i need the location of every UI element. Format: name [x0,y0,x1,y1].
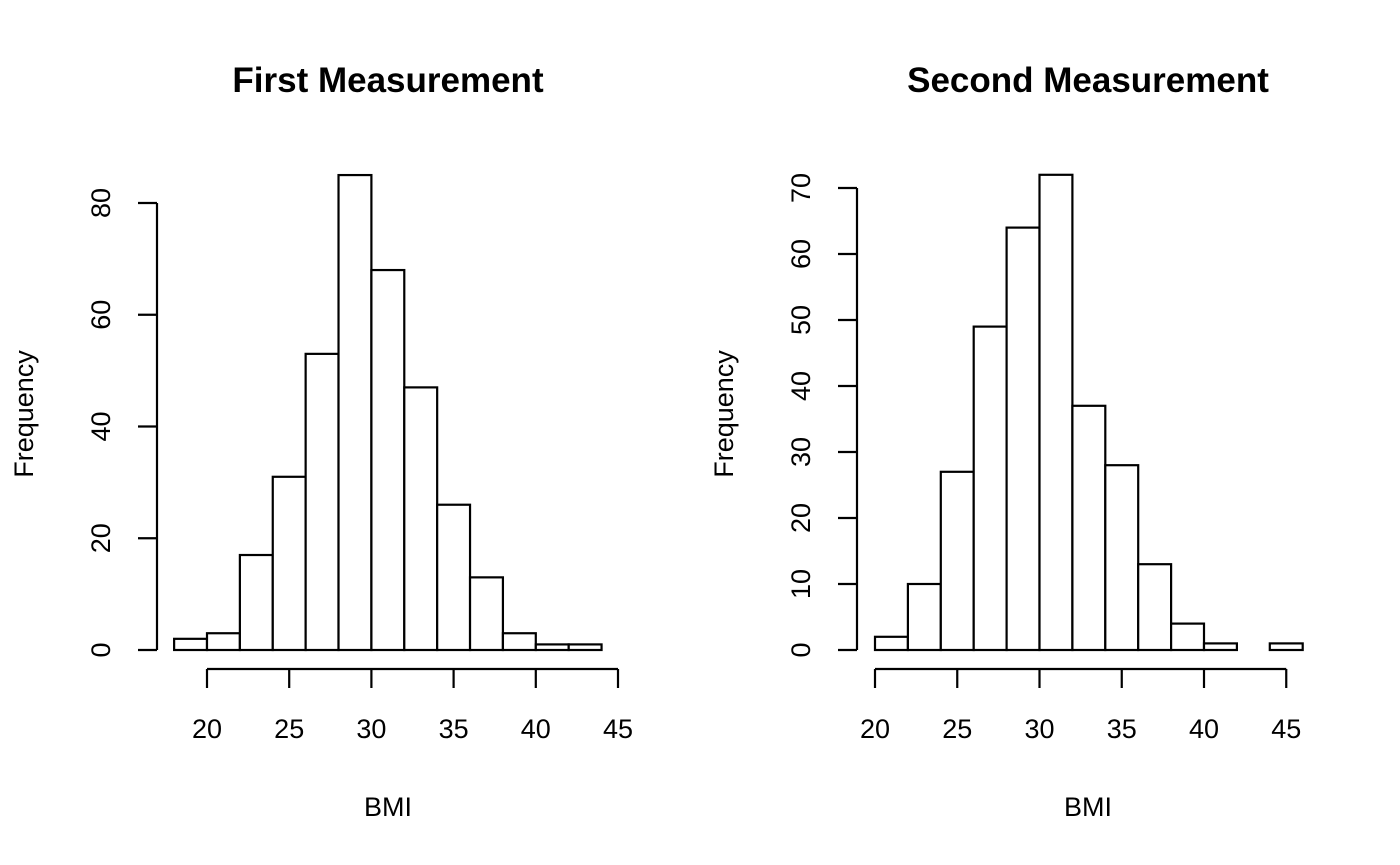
histogram-bar [501,632,537,652]
histogram-bar [972,325,1008,652]
histogram-bar [567,643,603,652]
x-axis: 20 25 30 35 40 45 [192,667,633,744]
x-axis: 20 25 30 35 40 45 [860,667,1301,744]
chart-title: Second Measurement [907,61,1269,100]
y-tick-label: 60 [86,300,116,330]
histogram-bar [1169,622,1206,652]
histogram-bar [534,643,570,652]
histogram-bar [1038,173,1074,652]
histogram-bar [173,637,209,652]
y-tick-label: 40 [786,371,816,401]
histogram-bar [906,582,942,652]
y-tick-label: 10 [786,569,816,599]
y-axis-label: Frequency [9,350,39,478]
y-axis-label: Frequency [709,350,739,478]
bars [173,173,603,652]
histogram-bar [205,632,241,652]
y-tick-label: 0 [786,642,816,657]
x-tick-label: 25 [274,714,304,744]
first-measurement-histogram: First Measurement BMI Frequency 20 25 30 35… [9,61,633,822]
histogram-bar [1137,563,1173,652]
histogram-bar [370,268,406,652]
y-tick-label: 30 [786,437,816,467]
x-tick-label: 45 [1271,714,1301,744]
histogram-bar [939,470,975,652]
x-axis-label: BMI [364,792,412,822]
x-tick-label: 20 [860,714,890,744]
bars [873,173,1304,652]
histogram-bar [873,635,910,652]
chart-title: First Measurement [232,61,544,100]
y-tick-label: 40 [86,411,116,441]
y-tick-label: 60 [786,239,816,269]
histogram-bar [1104,464,1140,652]
histogram-bar [1071,404,1107,652]
histogram-bar [1005,226,1041,652]
y-tick-label: 20 [86,523,116,553]
histogram-bar [436,503,472,652]
x-tick-label: 35 [439,714,469,744]
y-axis: 0 20 40 60 80 [86,188,159,658]
histogram-bar [1268,642,1304,652]
y-tick-label: 0 [86,642,116,657]
y-tick-label: 70 [786,173,816,203]
x-tick-label: 30 [1024,714,1054,744]
x-tick-label: 20 [192,714,222,744]
y-tick-label: 20 [786,503,816,533]
x-tick-label: 25 [942,714,972,744]
y-axis: 0 10 20 30 40 50 60 70 [786,173,859,658]
x-tick-label: 45 [603,714,633,744]
y-tick-label: 80 [86,188,116,218]
histogram-bar [271,475,307,652]
x-tick-label: 30 [356,714,386,744]
histogram-bar [403,386,439,652]
y-tick-label: 50 [786,305,816,335]
histogram-bar [337,173,373,652]
x-tick-label: 40 [1189,714,1219,744]
x-axis-label: BMI [1064,792,1112,822]
histogram-bar [1202,642,1239,652]
histogram-bar [304,352,340,652]
x-tick-label: 40 [521,714,551,744]
x-tick-label: 35 [1107,714,1137,744]
histogram-bar [238,553,274,652]
second-measurement-histogram: Second Measurement BMI Frequency 20 25 30 3… [709,61,1304,822]
histogram-bar [468,576,505,652]
